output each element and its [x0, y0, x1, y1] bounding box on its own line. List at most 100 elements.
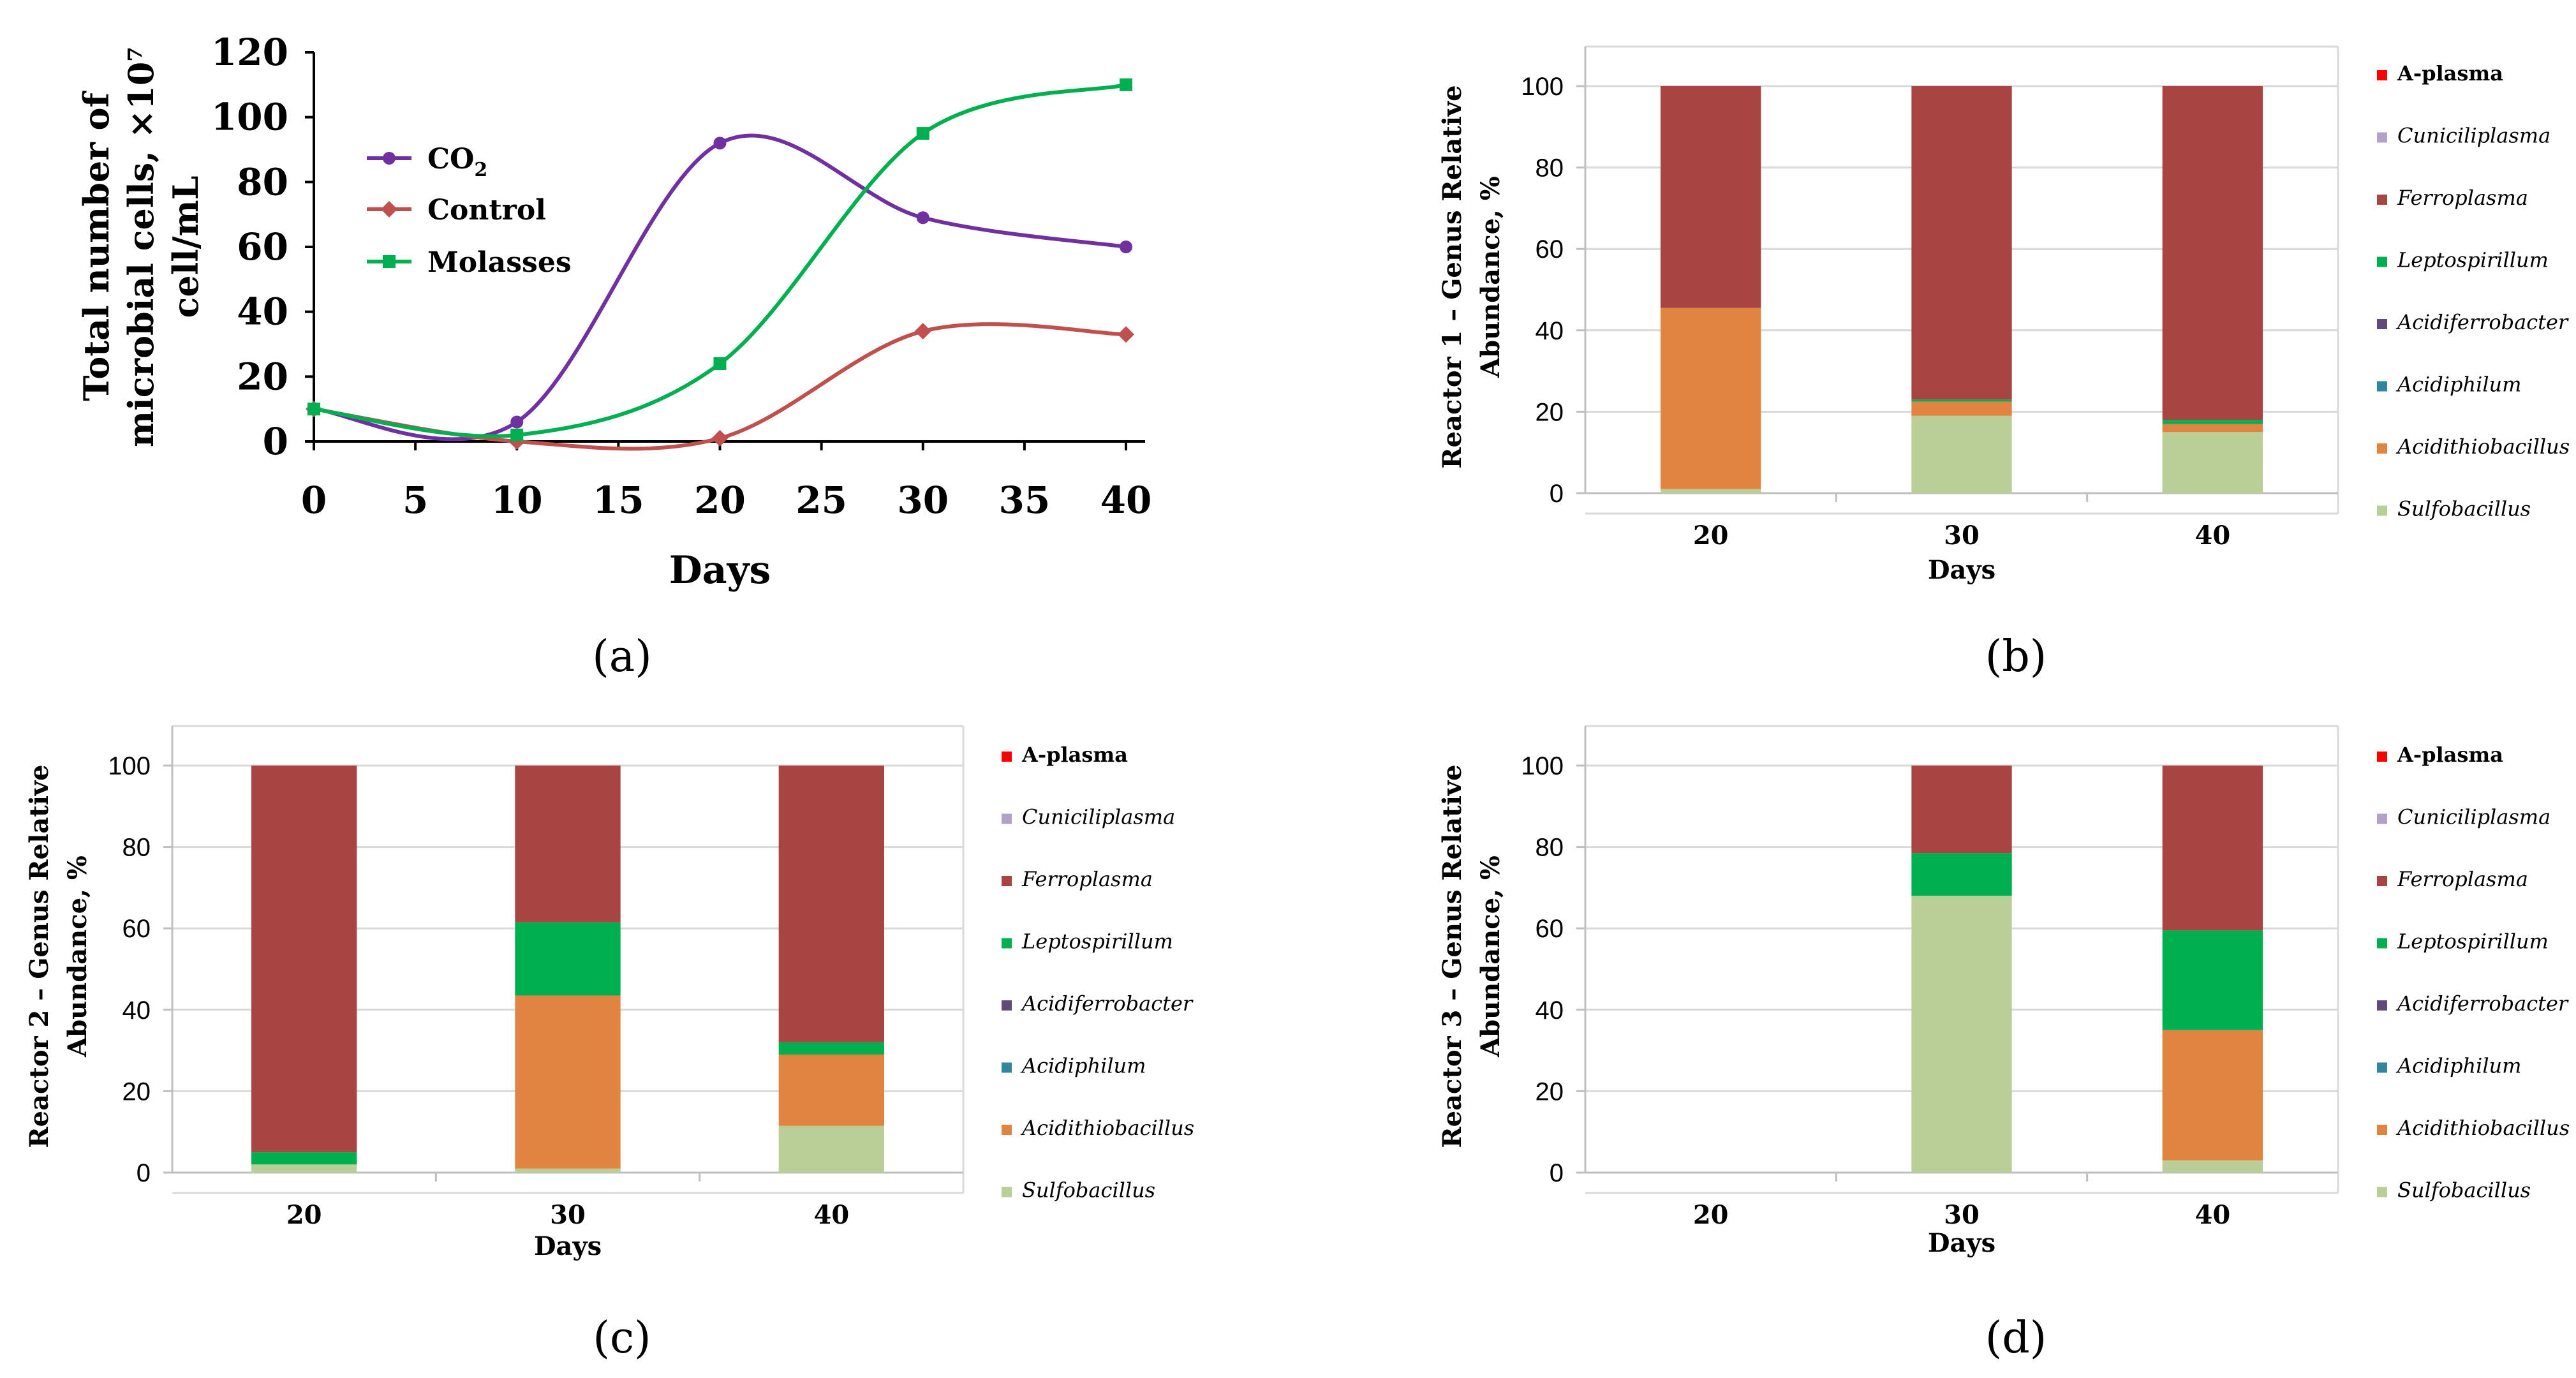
bar-segment-acidithiobacillus — [778, 1054, 884, 1126]
y-tick-label: 80 — [1536, 154, 1564, 182]
x-tick-label: 5 — [403, 478, 428, 522]
legend-label: A-plasma — [2397, 61, 2503, 85]
x-tick-label: 30 — [550, 1200, 586, 1230]
x-tick-label: 30 — [897, 478, 949, 522]
y-tick-label: 0 — [1550, 1159, 1564, 1187]
y-axis-title-line: Reactor 3 – Genus Relative — [1437, 764, 1467, 1148]
legend-swatch — [2377, 505, 2387, 516]
y-tick-label: 40 — [122, 996, 151, 1025]
legend-label: Acidithiobacillus — [2395, 434, 2570, 459]
data-point — [914, 323, 931, 340]
y-tick-label: 40 — [1536, 996, 1564, 1025]
legend-swatch — [1002, 1062, 1012, 1073]
data-point — [307, 403, 320, 416]
legend-marker — [381, 201, 397, 218]
y-tick-label: 80 — [122, 834, 151, 862]
legend-label-subscript: 2 — [474, 159, 487, 181]
y-axis-title-line: microbial cells, ×10⁷ — [121, 47, 161, 447]
bar-segment-acidithiobacillus — [2162, 1030, 2263, 1160]
legend-label: Acidithiobacillus — [1020, 1116, 1194, 1140]
legend-label: Ferroplasma — [2397, 867, 2528, 891]
bar-segment-leptospirillum — [778, 1042, 884, 1055]
legend-label: CO2 — [427, 143, 487, 181]
bar-segment-sulfobacillus — [515, 1168, 621, 1173]
legend-label: Acidiferrobacter — [2395, 310, 2569, 334]
data-point — [510, 415, 524, 429]
y-tick-label: 20 — [1536, 1078, 1564, 1106]
legend-swatch — [2377, 1000, 2387, 1011]
legend-swatch — [2377, 256, 2387, 267]
y-tick-label: 60 — [1536, 915, 1564, 943]
legend-swatch — [1002, 938, 1012, 949]
legend-label: A-plasma — [1021, 743, 1128, 767]
legend-label: Sulfobacillus — [2397, 1178, 2531, 1203]
bar-segment-sulfobacillus — [778, 1125, 884, 1173]
y-tick-label: 20 — [237, 355, 288, 398]
panel-label-b: (b) — [1985, 632, 2047, 682]
legend-label: Control — [427, 194, 546, 226]
panel-label-c: (c) — [593, 1313, 651, 1363]
panel-b-reactor1-chart: 0 20 40 60 80 100 20 30 40 Days Reactor 1 – Genus … — [1437, 45, 2570, 585]
bar-segment-ferroplasma — [2162, 86, 2263, 420]
x-tick-label: 10 — [491, 478, 543, 522]
data-point — [711, 429, 729, 447]
legend-swatch — [2377, 70, 2387, 80]
legend-label: Acidiphilum — [1020, 1054, 1146, 1078]
y-tick-label: 0 — [263, 420, 288, 463]
legend-swatch — [2377, 813, 2387, 824]
x-axis-title: Days — [669, 548, 771, 593]
panel-label-d: (d) — [1985, 1313, 2047, 1363]
data-point — [510, 428, 524, 441]
bar-segment-acidithiobacillus — [515, 995, 621, 1169]
x-tick-label: 40 — [2195, 1200, 2230, 1230]
bar-segment-acidithiobacillus — [1911, 401, 2012, 416]
legend-swatch — [2377, 1187, 2387, 1197]
legend-label: Cuniciliplasma — [2397, 805, 2550, 829]
bar-segment-sulfobacillus — [1661, 489, 1761, 493]
legend-swatch — [1002, 752, 1012, 762]
legend-swatch — [1002, 1187, 1012, 1197]
y-tick-label: 60 — [1536, 235, 1564, 263]
legend-label: Sulfobacillus — [1022, 1178, 1155, 1203]
legend-swatch — [1002, 1000, 1012, 1011]
y-axis-title-line: Abundance, % — [1476, 856, 1506, 1058]
x-tick-label: 30 — [1944, 521, 1980, 551]
bar-segment-ferroplasma — [251, 766, 357, 1153]
y-tick-label: 100 — [108, 752, 151, 780]
y-tick-label: 100 — [1521, 752, 1564, 780]
legend-swatch — [2377, 876, 2387, 886]
panel-label-a: (a) — [592, 632, 652, 682]
legend-swatch — [1002, 813, 1012, 824]
bar-segment-acidithiobacillus — [1661, 307, 1761, 489]
x-tick-label: 25 — [796, 478, 847, 522]
bar-segment-sulfobacillus — [2162, 432, 2263, 493]
legend-label: Leptospirillum — [2397, 248, 2549, 272]
x-tick-label: 20 — [286, 1200, 322, 1230]
panel-d-reactor3-chart: 0 20 40 60 80 100 20 30 40 Days Reactor 3 – Genus … — [1437, 725, 2570, 1258]
x-axis-title: Days — [534, 1231, 602, 1261]
y-tick-label: 60 — [237, 225, 288, 269]
bar-segment-sulfobacillus — [2162, 1160, 2263, 1173]
y-tick-label: 0 — [137, 1159, 151, 1187]
legend-label: Cuniciliplasma — [2397, 124, 2550, 148]
x-tick-label: 15 — [593, 478, 644, 522]
x-tick-label: 20 — [1693, 1200, 1729, 1230]
x-tick-label: 0 — [301, 478, 327, 522]
series-line-molasses — [313, 82, 1127, 438]
x-tick-label: 30 — [1944, 1200, 1980, 1230]
legend-swatch — [2377, 1125, 2387, 1135]
y-axis-title-line: Reactor 1 – Genus Relative — [1437, 85, 1467, 468]
y-tick-label: 20 — [1536, 398, 1564, 426]
bar-segment-leptospirillum — [2162, 420, 2263, 424]
legend-marker — [383, 152, 396, 165]
x-tick-label: 20 — [694, 478, 746, 522]
bar-segment-ferroplasma — [515, 766, 621, 922]
y-tick-label: 40 — [1536, 317, 1564, 345]
bar-segment-sulfobacillus — [1911, 415, 2012, 493]
y-axis-title-line: Abundance, % — [63, 856, 93, 1058]
bar-segment-sulfobacillus — [1911, 896, 2012, 1173]
panel-a-line-chart: 0 20 40 60 80 100 120 0 5 10 15 20 25 30 35 40 Days Total… — [76, 31, 1151, 593]
legend-label: Leptospirillum — [1021, 930, 1173, 954]
legend-swatch — [2377, 132, 2387, 143]
legend-label: Acidiferrobacter — [1020, 991, 1194, 1016]
